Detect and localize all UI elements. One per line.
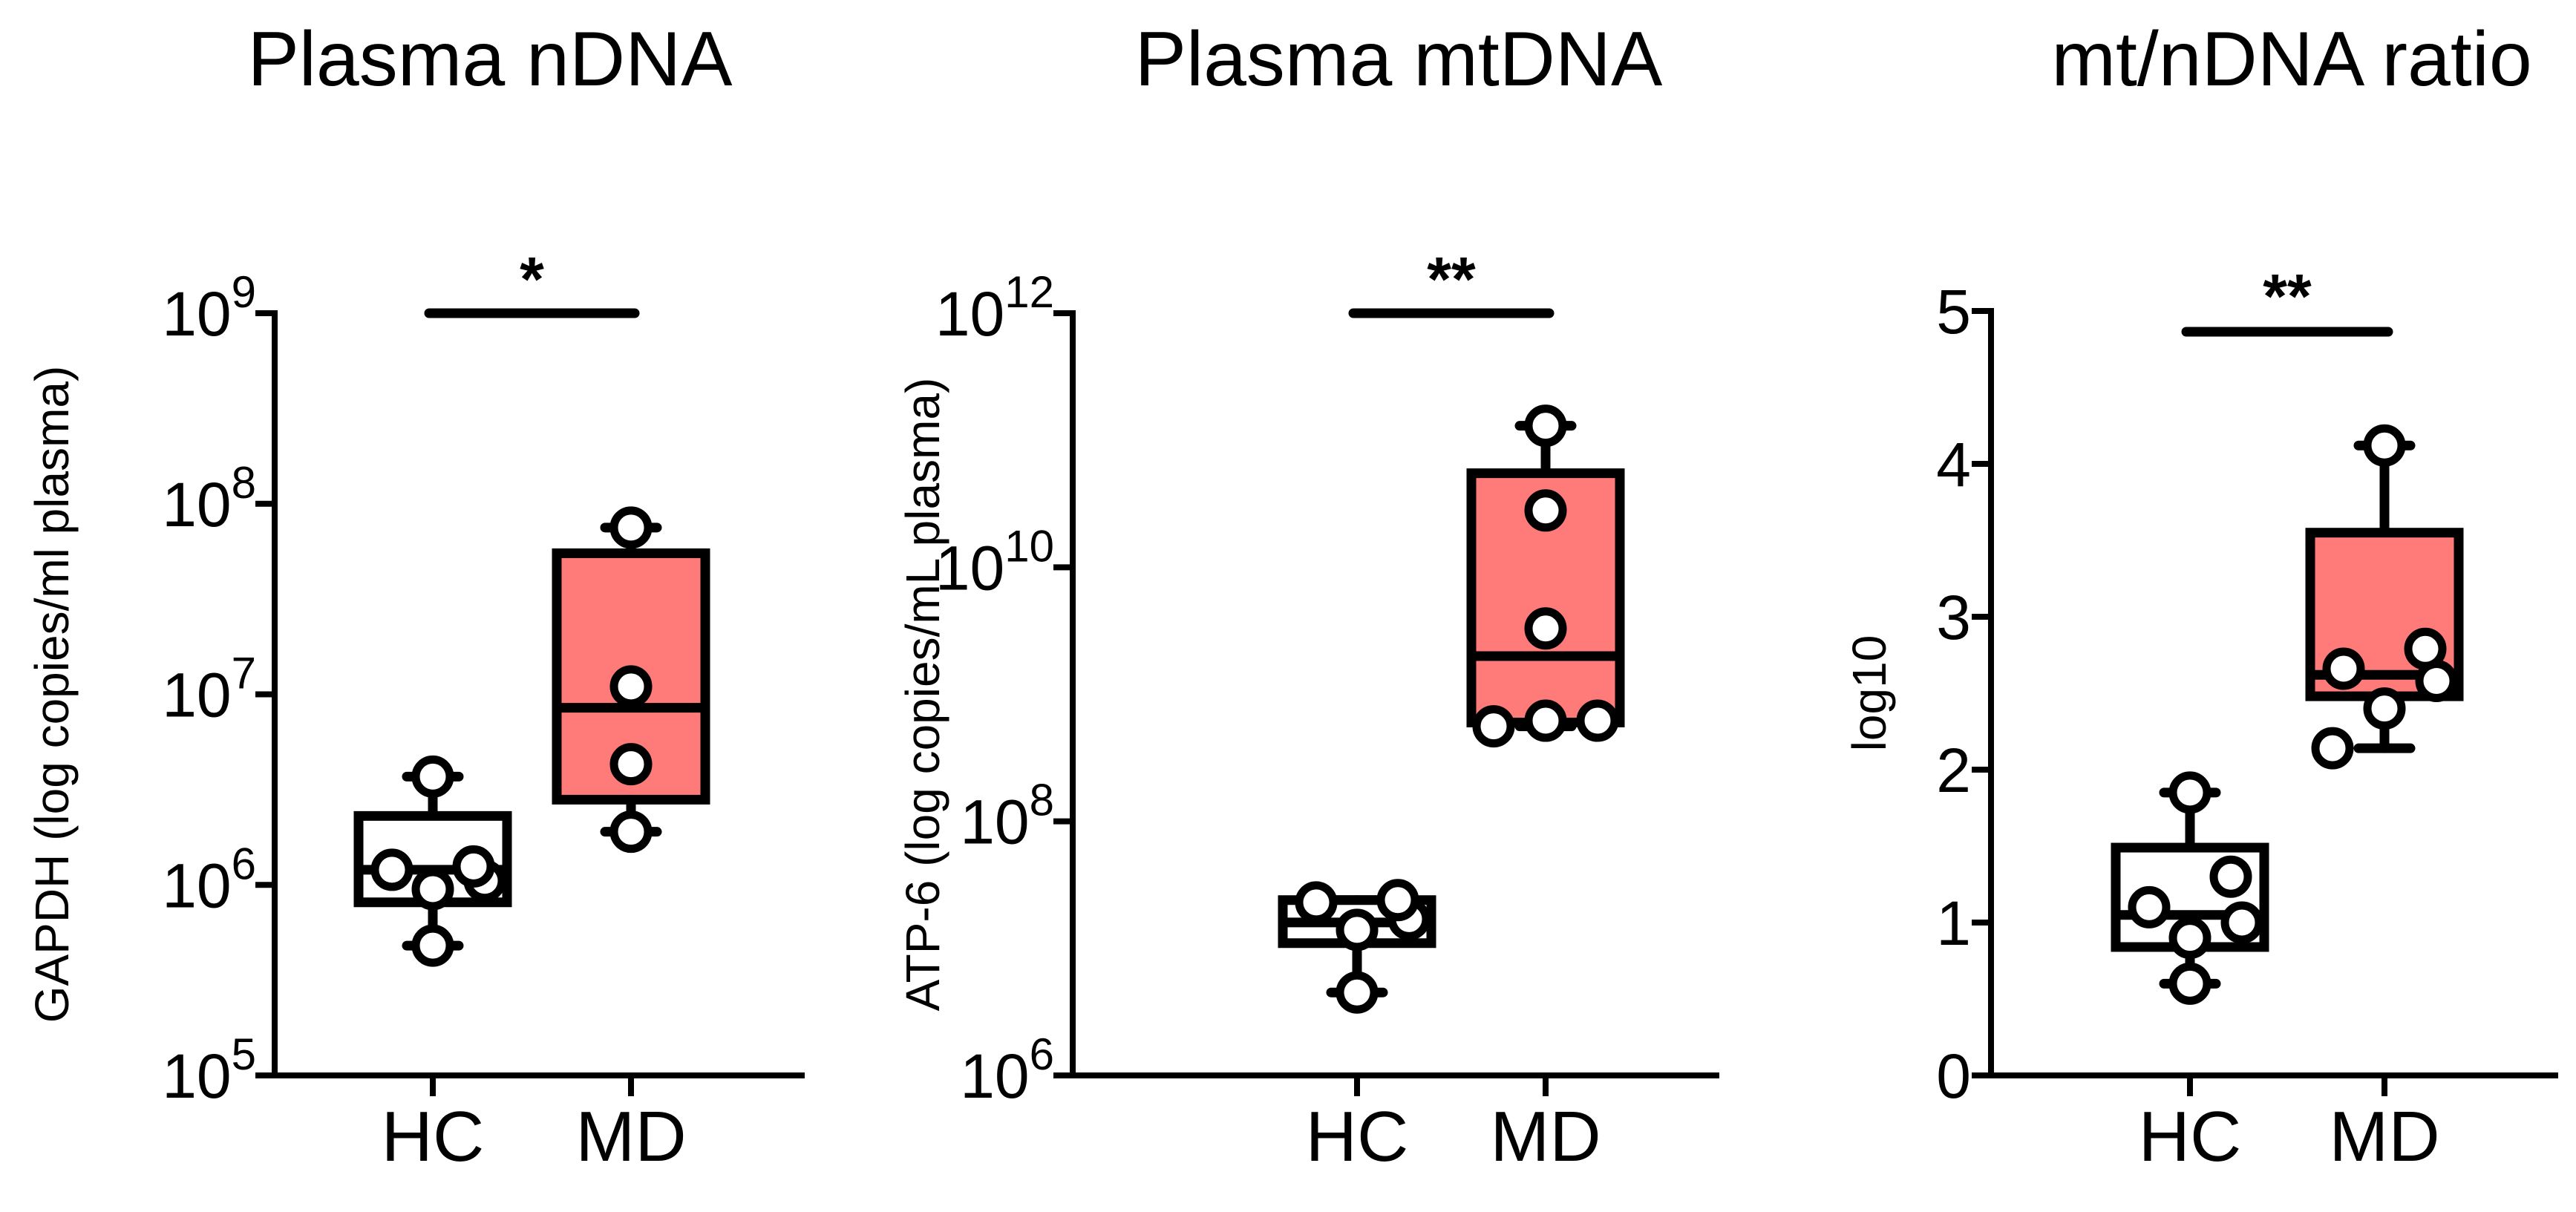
data-point-md — [2363, 424, 2406, 467]
data-point-hc — [1295, 881, 1338, 924]
panel-plasma-ndna: Plasma nDNA GAPDH (log copies/ml plasma) 1… — [25, 16, 805, 1176]
data-point-hc — [1336, 971, 1379, 1014]
data-point-hc — [2168, 917, 2211, 960]
y-tick-label: 1 — [1936, 888, 1971, 958]
y-tick-label: 108 — [162, 458, 256, 540]
y-tick-label: 5 — [1936, 277, 1971, 347]
y-axis-label: log10 — [1843, 635, 1896, 752]
chart-title: Plasma mtDNA — [1135, 16, 1663, 102]
data-point-md — [609, 743, 653, 786]
panel-plasma-mtdna: Plasma mtDNA ATP-6 (log copies/mL plasma)… — [896, 16, 1719, 1176]
y-tick-label: 105 — [162, 1029, 256, 1111]
y-tick-label: 1010 — [935, 521, 1054, 603]
data-point-md — [2322, 647, 2365, 690]
data-point-hc — [2209, 855, 2252, 898]
data-point-md — [1524, 607, 1567, 650]
data-point-md — [2311, 727, 2354, 770]
data-point-md — [1524, 489, 1567, 532]
y-tick-label: 108 — [960, 776, 1054, 857]
y-axis-label: GAPDH (log copies/ml plasma) — [25, 366, 79, 1023]
data-point-hc — [2168, 771, 2211, 814]
x-tick-label-hc: HC — [1306, 1097, 1409, 1176]
chart-title: Plasma nDNA — [247, 16, 733, 102]
data-point-md — [609, 665, 653, 708]
y-tick-label: 1012 — [935, 267, 1054, 349]
data-point-hc — [452, 845, 495, 888]
data-point-md — [1472, 705, 1515, 748]
y-tick-label: 2 — [1936, 736, 1971, 805]
data-point-md — [1524, 404, 1567, 448]
data-point-hc — [2128, 885, 2171, 928]
data-point-hc — [2220, 901, 2263, 944]
data-point-hc — [370, 848, 413, 891]
data-point-md — [609, 506, 653, 549]
chart-title: mt/nDNA ratio — [2051, 16, 2531, 102]
significance-label: * — [520, 244, 544, 314]
x-tick-label-md: MD — [1490, 1097, 1601, 1176]
y-axis-label: ATP-6 (log copies/mL plasma) — [896, 378, 949, 1012]
y-tick-label: 106 — [162, 839, 256, 920]
y-tick-label: 0 — [1936, 1041, 1971, 1111]
panel-mt-ndna-ratio: mt/nDNA ratio log10 0 1 2 3 4 5 HC MD ** — [1843, 16, 2558, 1176]
data-point-md — [2404, 627, 2447, 670]
y-tick-label: 107 — [162, 649, 256, 730]
y-tick-label: 3 — [1936, 583, 1971, 652]
data-point-md — [609, 810, 653, 854]
significance-label: ** — [2263, 261, 2312, 331]
data-point-hc — [1376, 879, 1419, 922]
data-point-hc — [411, 868, 454, 911]
data-point-hc — [411, 755, 454, 798]
data-point-hc — [1336, 908, 1379, 951]
y-tick-label: 106 — [960, 1029, 1054, 1111]
significance-label: ** — [1427, 244, 1476, 314]
data-point-md — [1576, 699, 1619, 742]
y-tick-label: 4 — [1936, 430, 1971, 499]
data-point-md — [2363, 687, 2406, 730]
x-tick-label-hc: HC — [2139, 1097, 2242, 1176]
data-point-hc — [411, 924, 454, 967]
y-tick-label: 109 — [162, 267, 256, 349]
x-tick-label-md: MD — [575, 1097, 686, 1176]
x-tick-label-md: MD — [2329, 1097, 2439, 1176]
x-tick-label-hc: HC — [382, 1097, 485, 1176]
data-point-md — [1524, 699, 1567, 742]
data-point-hc — [2168, 962, 2211, 1005]
